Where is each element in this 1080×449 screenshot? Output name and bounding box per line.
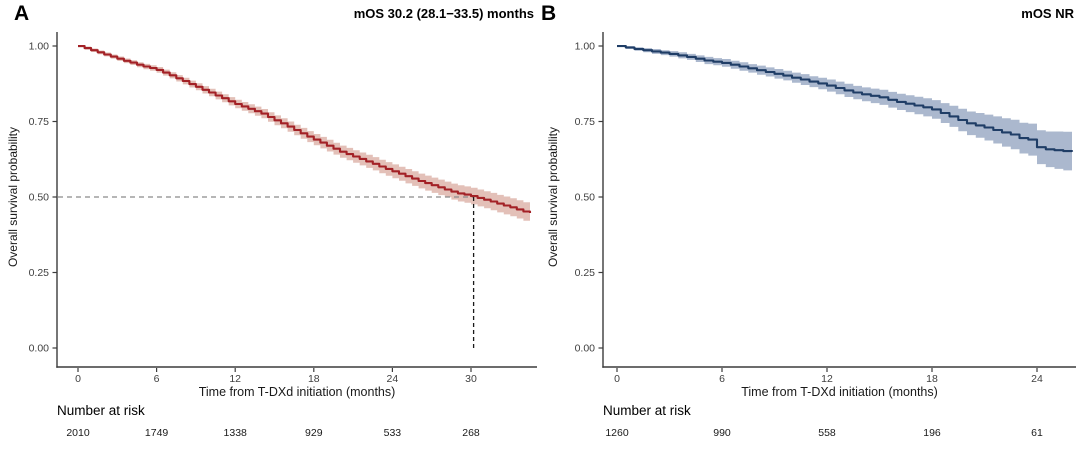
number-at-risk-value: 196 — [923, 427, 941, 439]
number-at-risk-value: 1338 — [224, 427, 248, 439]
y-tick-label: 1.00 — [575, 41, 596, 53]
panel-b: B mOS NR Overall survival probability 0.… — [540, 0, 1080, 449]
y-tick-label: 1.00 — [29, 41, 50, 53]
x-tick-label: 18 — [308, 373, 320, 385]
confidence-band — [617, 46, 1072, 172]
panel-a-x-axis-title: Time from T-DXd initiation (months) — [198, 385, 396, 399]
x-tick-label: 30 — [465, 373, 477, 385]
number-at-risk-value: 61 — [1031, 427, 1043, 439]
y-tick-label: 0.25 — [29, 267, 50, 279]
panel-b-title: mOS NR — [1021, 6, 1074, 21]
y-tick-label: 0.00 — [29, 343, 50, 355]
number-at-risk-value: 558 — [818, 427, 836, 439]
panel-a-plot-area: 0.00 0.25 0.50 0.75 1.00 0 2010 6 1749 12 1338 18 92… — [29, 32, 537, 439]
panel-a-number-at-risk-label: Number at risk — [57, 403, 145, 418]
x-tick-label: 6 — [154, 373, 160, 385]
x-tick-label: 24 — [387, 373, 399, 385]
y-tick-label: 0.00 — [575, 343, 596, 355]
panel-b-label: B — [541, 2, 557, 25]
number-at-risk-value: 990 — [713, 427, 731, 439]
survival-curve — [78, 44, 532, 213]
panel-a: A mOS 30.2 (28.1−33.5) months Overall su… — [6, 2, 537, 439]
x-tick-label: 6 — [719, 373, 725, 385]
x-tick-label: 0 — [75, 373, 81, 385]
panel-a-label: A — [14, 2, 30, 25]
survival-curve — [617, 44, 1074, 153]
panel-b-plot-area: 0.00 0.25 0.50 0.75 1.00 0 1260 6 990 12 558 18 196 2… — [575, 32, 1076, 439]
panel-a-title: mOS 30.2 (28.1−33.5) months — [353, 6, 534, 21]
x-tick-label: 18 — [926, 373, 938, 385]
y-tick-label: 0.25 — [575, 267, 596, 279]
y-tick-label: 0.75 — [29, 116, 50, 128]
y-tick-label: 0.75 — [575, 116, 596, 128]
x-tick-label: 12 — [229, 373, 241, 385]
y-tick-label: 0.50 — [575, 192, 596, 204]
number-at-risk-value: 1260 — [605, 427, 629, 439]
number-at-risk-value: 533 — [384, 427, 402, 439]
number-at-risk-value: 929 — [305, 427, 323, 439]
panel-b-x-axis-title: Time from T-DXd initiation (months) — [741, 385, 938, 399]
x-tick-label: 0 — [614, 373, 620, 385]
number-at-risk-value: 1749 — [145, 427, 169, 439]
y-tick-label: 0.50 — [29, 192, 50, 204]
number-at-risk-value: 2010 — [66, 427, 90, 439]
panel-b-number-at-risk-label: Number at risk — [603, 403, 691, 418]
x-tick-label: 12 — [821, 373, 833, 385]
x-tick-label: 24 — [1031, 373, 1043, 385]
number-at-risk-value: 268 — [462, 427, 480, 439]
